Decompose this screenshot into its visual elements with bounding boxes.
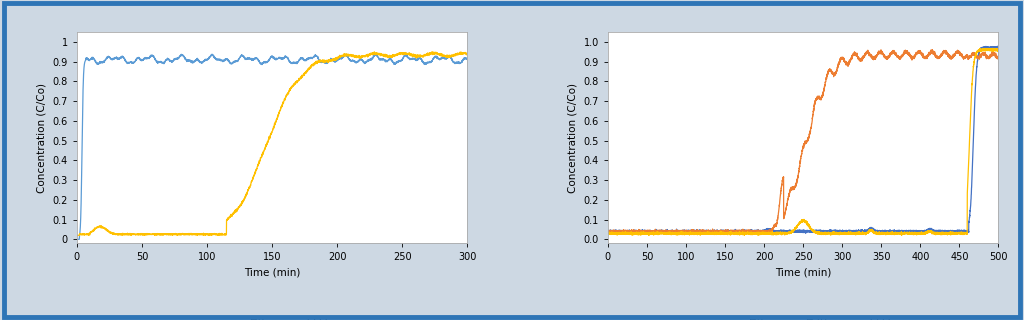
CO2 — [203, 234, 215, 237]
CO2 — [115, 232, 127, 236]
CO2 — [412, 55, 424, 59]
CO2 — [836, 232, 848, 236]
Line: He: He — [77, 54, 467, 239]
Y-axis label: Concentration (C/Co): Concentration (C/Co) — [37, 83, 47, 193]
CO2 — [923, 229, 935, 233]
He — [677, 232, 689, 236]
CO2 — [138, 233, 151, 236]
He — [991, 44, 1004, 48]
He — [454, 61, 466, 65]
CO2 — [893, 231, 905, 235]
He — [71, 237, 83, 241]
CO2 — [643, 234, 655, 237]
He — [992, 46, 1005, 50]
He — [115, 56, 127, 60]
CO2 — [454, 52, 466, 56]
He — [856, 229, 868, 233]
X-axis label: Time (min): Time (min) — [775, 268, 831, 278]
H20 — [856, 59, 868, 62]
He — [138, 56, 151, 60]
He — [923, 228, 935, 231]
Line: CO2: CO2 — [608, 48, 998, 236]
He — [461, 58, 473, 61]
H20 — [893, 55, 905, 59]
H20 — [602, 230, 614, 234]
CO2 — [992, 47, 1005, 51]
CO2 — [71, 233, 83, 237]
Line: H20: H20 — [608, 50, 998, 233]
Legend: He, H20, CO2: He, H20, CO2 — [711, 312, 896, 320]
H20 — [673, 229, 685, 233]
H20 — [992, 55, 1005, 59]
X-axis label: Time (min): Time (min) — [244, 268, 300, 278]
He — [751, 229, 763, 233]
He — [893, 230, 905, 234]
Legend: He, CO2: He, CO2 — [211, 312, 333, 320]
CO2 — [220, 218, 232, 221]
CO2 — [238, 199, 250, 203]
CO2 — [602, 232, 614, 236]
CO2 — [426, 50, 438, 54]
H20 — [618, 231, 631, 235]
He — [412, 57, 424, 61]
He — [602, 230, 614, 234]
CO2 — [673, 233, 685, 237]
He — [220, 57, 232, 61]
H20 — [926, 48, 938, 52]
He — [673, 229, 685, 233]
CO2 — [461, 52, 473, 56]
Line: He: He — [608, 46, 998, 234]
H20 — [836, 56, 848, 60]
Y-axis label: Concentration (C/Co): Concentration (C/Co) — [568, 83, 578, 193]
CO2 — [856, 231, 868, 235]
H20 — [751, 229, 763, 233]
H20 — [923, 52, 935, 56]
He — [238, 54, 250, 58]
CO2 — [987, 46, 999, 50]
He — [370, 52, 382, 56]
He — [836, 230, 848, 234]
Line: CO2: CO2 — [77, 52, 467, 236]
CO2 — [751, 231, 763, 235]
